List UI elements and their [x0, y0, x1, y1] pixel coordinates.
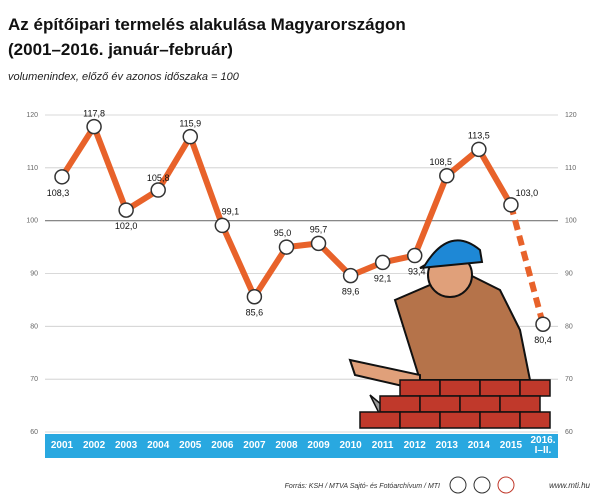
marker: [214, 217, 231, 234]
x-tick-label: 2002: [82, 440, 106, 451]
y2-tick-label: 90: [565, 271, 573, 278]
value-label: 80,4: [534, 335, 552, 345]
y-tick-label: 80: [30, 323, 38, 330]
marker: [342, 267, 359, 284]
marker: [535, 316, 551, 332]
x-tick-label: 2012: [403, 440, 426, 451]
marker: [54, 169, 70, 185]
chart-title-line2: (2001–2016. január–február): [8, 40, 233, 59]
marker: [118, 202, 134, 218]
value-label: 103,0: [516, 188, 539, 198]
y2-tick-label: 120: [565, 112, 577, 119]
marker: [278, 239, 295, 255]
value-label: 108,3: [47, 188, 70, 198]
x-tick-label: 2011: [371, 440, 394, 451]
marker: [503, 197, 519, 213]
marker: [150, 182, 166, 198]
marker: [246, 288, 263, 305]
x-tick-label: 2007: [243, 440, 266, 451]
y-tick-label: 110: [27, 165, 38, 172]
value-label: 108,5: [430, 157, 453, 167]
x-tick-label: 2010: [339, 440, 362, 451]
y-tick-label: 60: [30, 429, 38, 436]
value-label: 89,6: [342, 287, 360, 297]
value-label: 95,7: [310, 224, 328, 234]
y2-tick-label: 80: [565, 323, 573, 330]
marker: [439, 168, 455, 184]
y2-tick-label: 110: [565, 165, 576, 172]
value-label: 105,8: [147, 173, 170, 183]
value-label: 92,1: [374, 273, 392, 283]
marker: [406, 247, 423, 264]
marker: [310, 235, 327, 252]
value-label: 113,5: [468, 130, 490, 140]
marker: [182, 128, 199, 145]
y2-tick-label: 100: [565, 218, 577, 225]
marker: [374, 254, 391, 271]
x-tick-label: 2005: [179, 440, 202, 451]
x-tick-label: 2008: [275, 440, 298, 451]
value-label: 85,6: [246, 308, 264, 318]
logo: [473, 476, 491, 494]
value-label: 95,0: [274, 228, 292, 238]
x-tick-label: 2006: [211, 440, 234, 451]
marker: [471, 141, 487, 158]
category-band: [45, 434, 558, 458]
value-label: 115,9: [179, 119, 201, 129]
illustration: [348, 239, 551, 429]
x-tick-label: 2004: [147, 440, 170, 451]
y-tick-label: 100: [26, 218, 38, 225]
y-tick-label: 120: [26, 112, 38, 119]
chart-title: Az építőipari termelés alakulása Magyaro…: [8, 15, 406, 34]
y-tick-label: 90: [30, 271, 38, 278]
value-label: 102,0: [115, 221, 138, 231]
y2-tick-label: 60: [565, 429, 573, 436]
chart-subtitle: volumenindex, előző év azonos időszaka =…: [8, 71, 240, 83]
line: [508, 204, 546, 325]
x-tick-label: 2013: [435, 440, 458, 451]
source: Forrás: KSH / MTVA Sajtó- és Fotóarchívu…: [285, 483, 440, 490]
website: www.mti.hu: [549, 481, 590, 490]
y-tick-label: 70: [30, 376, 38, 383]
x-tick-label: 2014: [467, 440, 490, 451]
x-tick-label: 2001: [50, 440, 74, 451]
x-tick-label: 2015: [499, 440, 523, 451]
x-tick-label: 2009: [307, 440, 330, 451]
logo: [449, 476, 467, 494]
value-label: 93,4: [408, 267, 426, 277]
value-label: 99,1: [222, 206, 240, 216]
value-label: 117,8: [83, 109, 105, 119]
y2-tick-label: 70: [565, 376, 573, 383]
marker: [86, 118, 102, 135]
x-tick-label: 2016. I–II.: [530, 435, 556, 456]
x-tick-label: 2003: [115, 440, 138, 451]
logo: [497, 476, 515, 494]
